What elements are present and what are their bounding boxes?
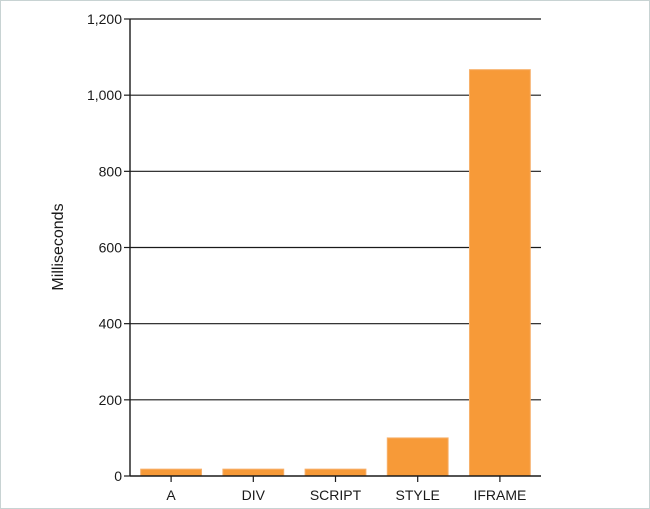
x-tick-label: DIV	[242, 487, 266, 503]
bars	[140, 69, 531, 477]
x-tick-label: SCRIPT	[310, 487, 362, 503]
y-tick-label: 1,200	[87, 11, 122, 27]
y-tick-label: 800	[99, 163, 123, 179]
bar-iframe	[468, 69, 531, 477]
bar-style	[386, 437, 449, 477]
axes	[124, 18, 541, 482]
y-tick-labels: 0 200 400 600 800 1,000 1,200	[87, 11, 122, 484]
x-tick-labels: A DIV SCRIPT STYLE IFRAME	[166, 487, 526, 503]
y-tick-label: 200	[99, 392, 123, 408]
x-tick-label: A	[166, 487, 176, 503]
y-tick-label: 400	[99, 316, 123, 332]
x-tick-label: IFRAME	[473, 487, 526, 503]
x-tick-label: STYLE	[396, 487, 440, 503]
y-tick-label: 600	[99, 240, 123, 256]
bar-script	[304, 468, 367, 477]
bar-div	[222, 468, 285, 477]
y-tick-label: 1,000	[87, 87, 122, 103]
y-axis-title: Milliseconds	[50, 203, 67, 290]
y-tick-label: 0	[114, 468, 122, 484]
bar-a	[140, 468, 203, 477]
